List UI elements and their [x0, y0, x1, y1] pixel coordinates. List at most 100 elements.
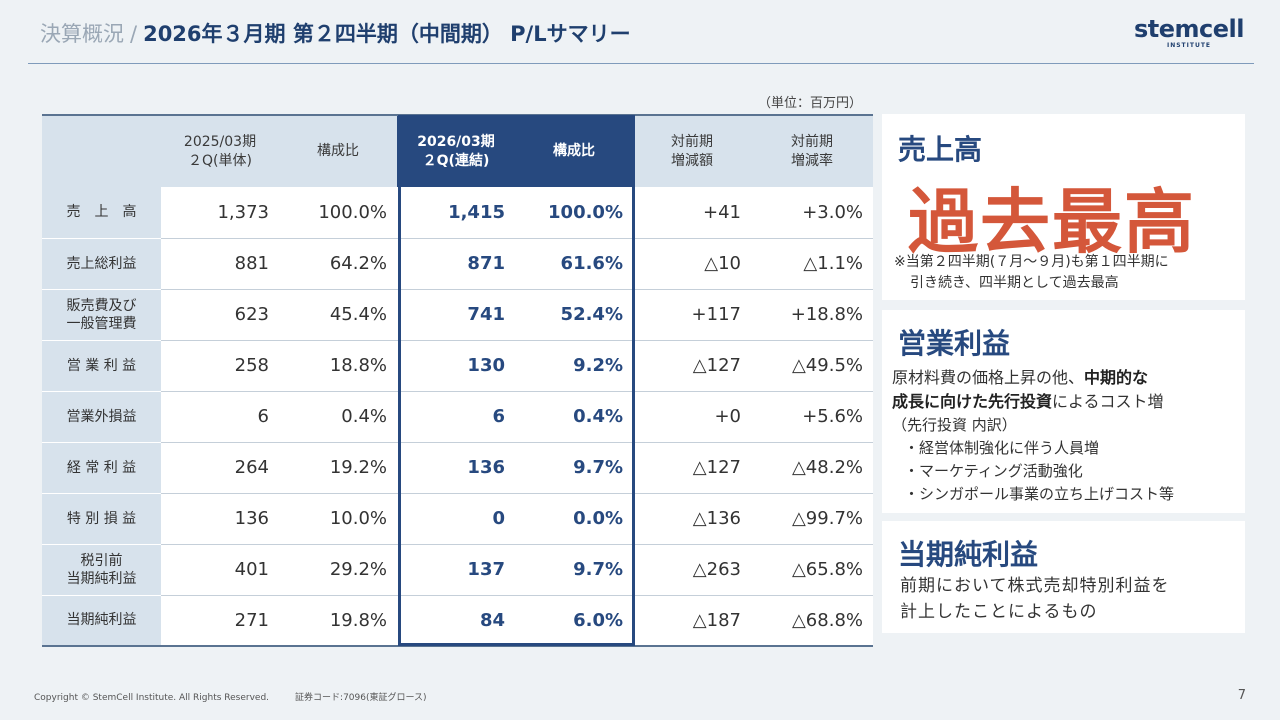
cell-prev: 1,373 — [161, 187, 279, 239]
list-item: ・マーケティング活動強化 — [904, 462, 1083, 480]
cell-curr-ratio: 0.0% — [515, 493, 633, 545]
cell-rate: △1.1% — [751, 238, 873, 290]
header-curr-period: 2026/03期 ２Q(連結) — [397, 114, 515, 187]
cell-prev-ratio: 10.0% — [279, 493, 397, 545]
header-diff-amount: 対前期 増減額 — [633, 114, 751, 187]
cell-curr-ratio: 9.7% — [515, 544, 633, 596]
title-separator: / — [130, 22, 138, 46]
cell-prev: 264 — [161, 442, 279, 494]
cell-prev-ratio: 18.8% — [279, 340, 397, 392]
table-row: 売 上 高 1,373 100.0% 1,415 100.0% +41 +3.0… — [42, 187, 873, 239]
cell-curr: 0 — [397, 493, 515, 545]
cell-prev: 623 — [161, 289, 279, 341]
stock-code: 証券コード:7096(東証グロース) — [295, 693, 427, 703]
cell-prev-ratio: 19.2% — [279, 442, 397, 494]
header-diff-rate: 対前期 増減率 — [751, 114, 873, 187]
row-label: 販売費及び 一般管理費 — [42, 289, 161, 341]
header-curr-ratio: 構成比 — [515, 114, 633, 187]
cell-curr-ratio: 52.4% — [515, 289, 633, 341]
page-header: 決算概況/2026年３月期 第２四半期（中間期） P/Lサマリー stemcel… — [0, 0, 1280, 64]
cell-curr-ratio: 61.6% — [515, 238, 633, 290]
table-row: 営 業 利 益 258 18.8% 130 9.2% △127 △49.5% — [42, 340, 873, 392]
company-logo: stemcell INSTITUTE — [1134, 15, 1245, 49]
title-text: 2026年３月期 第２四半期（中間期） P/Lサマリー — [143, 22, 631, 46]
cell-curr-ratio: 9.7% — [515, 442, 633, 494]
cell-curr: 871 — [397, 238, 515, 290]
net-card-body: 前期において株式売却特別利益を 計上したことによるもの — [900, 576, 1170, 622]
cell-prev: 401 — [161, 544, 279, 596]
cell-diff: +41 — [633, 187, 751, 239]
cell-curr: 6 — [397, 391, 515, 443]
cell-curr: 741 — [397, 289, 515, 341]
investment-breakdown-heading: （先行投資 内訳） — [892, 416, 1017, 434]
cell-prev: 271 — [161, 595, 279, 647]
cell-diff: △187 — [633, 595, 751, 647]
row-label: 特 別 損 益 — [42, 493, 161, 545]
cell-rate: +18.8% — [751, 289, 873, 341]
unit-note: （単位：百万円） — [758, 96, 863, 111]
operating-profit-card: 営業利益 原材料費の価格上昇の他、中期的な 成長に向けた先行投資によるコスト増 … — [882, 310, 1245, 513]
sales-note: ※当第２四半期(７月～９月)も第１四半期に 引き続き、四半期として過去最高 — [894, 254, 1169, 291]
cell-diff: △127 — [633, 340, 751, 392]
cell-curr: 84 — [397, 595, 515, 647]
cell-curr: 1,415 — [397, 187, 515, 239]
header-prev-ratio: 構成比 — [279, 114, 397, 187]
page-title: 決算概況/2026年３月期 第２四半期（中間期） P/Lサマリー — [40, 18, 631, 48]
cell-rate: +5.6% — [751, 391, 873, 443]
operating-card-body: 原材料費の価格上昇の他、中期的な 成長に向けた先行投資によるコスト増 （先行投資… — [892, 366, 1242, 506]
copyright-text: Copyright © StemCell Institute. All Righ… — [34, 693, 270, 703]
pl-summary-table: 2025/03期 ２Q(単体) 構成比 2026/03期 ２Q(連結) 構成比 対前… — [42, 114, 873, 647]
cell-diff: +0 — [633, 391, 751, 443]
table-row: 経 常 利 益 264 19.2% 136 9.7% △127 △48.2% — [42, 442, 873, 494]
cell-prev-ratio: 19.8% — [279, 595, 397, 647]
cell-curr-ratio: 0.4% — [515, 391, 633, 443]
cell-rate: △49.5% — [751, 340, 873, 392]
cell-rate: △68.8% — [751, 595, 873, 647]
table-row: 特 別 損 益 136 10.0% 0 0.0% △136 △99.7% — [42, 493, 873, 545]
cell-diff: △136 — [633, 493, 751, 545]
cell-prev: 136 — [161, 493, 279, 545]
cell-diff: +117 — [633, 289, 751, 341]
logo-subtext: INSTITUTE — [1166, 42, 1212, 49]
cell-rate: △65.8% — [751, 544, 873, 596]
row-label: 経 常 利 益 — [42, 442, 161, 494]
table-header-row: 2025/03期 ２Q(単体) 構成比 2026/03期 ２Q(連結) 構成比 対前… — [42, 114, 873, 187]
header-prev-period: 2025/03期 ２Q(単体) — [161, 114, 279, 187]
cell-prev: 881 — [161, 238, 279, 290]
cell-prev-ratio: 0.4% — [279, 391, 397, 443]
cell-rate: +3.0% — [751, 187, 873, 239]
footer: Copyright © StemCell Institute. All Righ… — [34, 690, 427, 703]
row-label: 売上総利益 — [42, 238, 161, 290]
table-row: 当期純利益 271 19.8% 84 6.0% △187 △68.8% — [42, 595, 873, 647]
cell-diff: △127 — [633, 442, 751, 494]
cell-rate: △48.2% — [751, 442, 873, 494]
table-row: 営業外損益 6 0.4% 6 0.4% +0 +5.6% — [42, 391, 873, 443]
sales-card-title: 売上高 — [898, 133, 983, 166]
cell-prev-ratio: 45.4% — [279, 289, 397, 341]
cell-curr-ratio: 100.0% — [515, 187, 633, 239]
cell-prev-ratio: 100.0% — [279, 187, 397, 239]
list-item: ・シンガポール事業の立ち上げコスト等 — [904, 485, 1175, 503]
list-item: ・経営体制強化に伴う人員増 — [904, 439, 1100, 457]
row-label: 税引前 当期純利益 — [42, 544, 161, 596]
cell-curr: 137 — [397, 544, 515, 596]
logo-text: stemcell — [1134, 15, 1245, 43]
cell-curr-ratio: 6.0% — [515, 595, 633, 647]
row-label: 営業外損益 — [42, 391, 161, 443]
cell-prev-ratio: 64.2% — [279, 238, 397, 290]
table-row: 販売費及び 一般管理費 623 45.4% 741 52.4% +117 +18.… — [42, 289, 873, 341]
cell-curr: 130 — [397, 340, 515, 392]
cell-prev: 6 — [161, 391, 279, 443]
row-label: 売 上 高 — [42, 187, 161, 239]
sales-highlight: 過去最高 — [908, 181, 1196, 263]
operating-card-title: 営業利益 — [898, 327, 1011, 360]
header-divider — [28, 63, 1254, 64]
cell-diff: △263 — [633, 544, 751, 596]
cell-diff: △10 — [633, 238, 751, 290]
section-label: 決算概況 — [40, 22, 124, 46]
row-label: 当期純利益 — [42, 595, 161, 647]
row-label: 営 業 利 益 — [42, 340, 161, 392]
page-number: 7 — [1237, 688, 1246, 703]
sales-card: 売上高 過去最高 ※当第２四半期(７月～９月)も第１四半期に 引き続き、四半期とし… — [882, 114, 1245, 300]
cell-rate: △99.7% — [751, 493, 873, 545]
